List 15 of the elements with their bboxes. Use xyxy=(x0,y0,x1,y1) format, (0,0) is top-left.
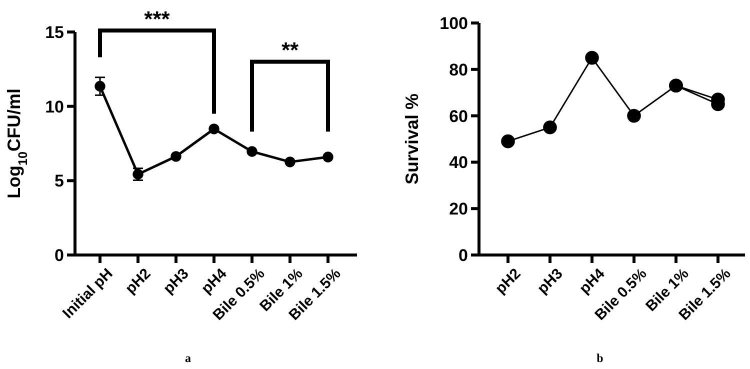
annotation: ** xyxy=(281,38,299,63)
y-tick-label: 60 xyxy=(449,106,468,126)
y-axis-title: Survival % xyxy=(402,93,422,185)
text: a xyxy=(185,351,191,365)
y-tick-label: 40 xyxy=(449,153,468,172)
y-tick-label: 5 xyxy=(54,172,64,191)
y-tick-label: 0 xyxy=(54,246,64,265)
y-tick-label: 20 xyxy=(449,200,468,219)
y-tick-label: 80 xyxy=(449,60,468,80)
y-tick-label: 0 xyxy=(458,246,468,265)
y-tick-label: 15 xyxy=(45,22,64,42)
y-tick-label: 100 xyxy=(440,14,468,33)
text: b xyxy=(596,351,604,365)
y-tick-label: 10 xyxy=(45,97,64,116)
text: *** xyxy=(144,6,170,32)
